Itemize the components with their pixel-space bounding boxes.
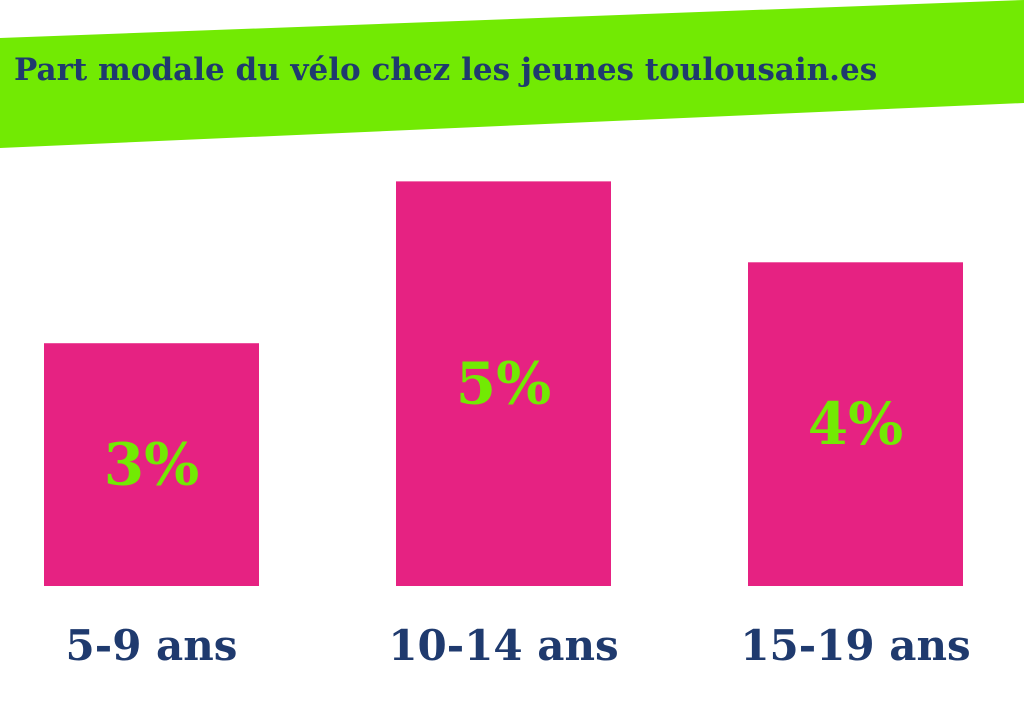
category-label-3: 15-19 ans [740,621,970,670]
category-label-1: 5-9 ans [66,621,238,670]
value-label-2: 5% [456,350,551,418]
value-label-3: 4% [808,390,903,458]
category-label-2: 10-14 ans [388,621,618,670]
title-banner [0,0,1024,148]
value-labels-group: 3% 5% 4% [104,350,903,499]
bar-1 [44,343,259,586]
category-labels-group: 5-9 ans 10-14 ans 15-19 ans [66,621,971,670]
chart-title: Part modale du vélo chez les jeunes toul… [14,52,877,88]
bars-group [44,181,963,587]
bar-3 [748,262,963,586]
bar-2 [396,181,611,587]
value-label-1: 3% [104,431,199,499]
